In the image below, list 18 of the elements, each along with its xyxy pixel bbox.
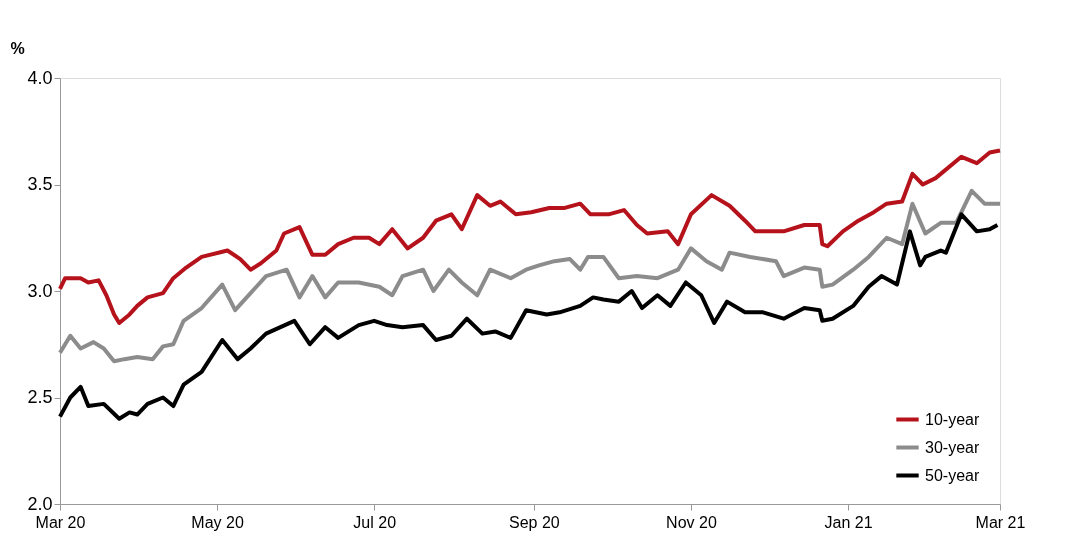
x-tick-label: Nov 20 [666, 513, 717, 531]
y-tick-label: 3.5 [27, 174, 53, 194]
x-tick-label: Jan 21 [824, 513, 873, 531]
y-tick-label: 2.5 [27, 387, 53, 407]
x-tick-label: Mar 20 [35, 513, 86, 531]
y-tick-label: 4.0 [27, 67, 53, 88]
legend-label: 30-year [925, 438, 980, 456]
line-series [58, 188, 1002, 364]
y-axis-title: % [10, 39, 25, 57]
x-tick-label: Sep 20 [509, 513, 560, 531]
legend-label: 50-year [925, 466, 980, 484]
legend-label: 10-year [925, 410, 980, 428]
line-series [58, 148, 1002, 325]
y-tick-label: 2.0 [27, 493, 53, 514]
x-tick-label: Mar 21 [975, 513, 1026, 531]
x-tick-label: Jul 20 [353, 513, 397, 531]
x-tick-label: May 20 [191, 513, 244, 531]
y-tick-label: 3.0 [27, 280, 53, 301]
